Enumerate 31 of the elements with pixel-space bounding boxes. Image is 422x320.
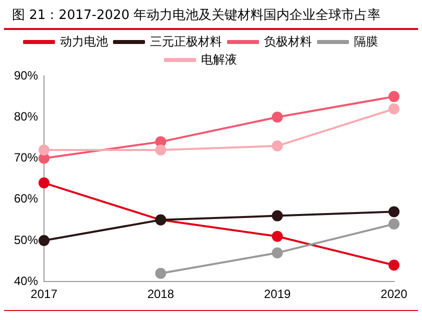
point [388, 103, 400, 114]
legend-label: 电解液 [201, 52, 237, 66]
point [272, 247, 283, 258]
point [272, 230, 283, 242]
legend-label: 三元正极材料 [150, 34, 222, 48]
chart-title: 图 21：2017-2020 年动力电池及关键材料国内企业全球市占率 [4, 0, 418, 30]
legend-label: 负极材料 [264, 34, 312, 48]
y-tick-label: 70% [14, 150, 38, 165]
point [155, 144, 166, 156]
x-tick-label: 2019 [264, 287, 292, 302]
y-tick-label: 50% [14, 232, 38, 247]
point [388, 260, 400, 271]
point [272, 112, 283, 123]
point [388, 91, 400, 102]
y-tick-label: 60% [14, 192, 38, 206]
y-tick-label: 40% [14, 274, 38, 288]
point [155, 268, 166, 279]
point [38, 234, 50, 246]
y-tick-label: 90% [14, 68, 38, 82]
y-tick-label: 80% [14, 109, 38, 124]
x-tick-label: 2020 [380, 287, 408, 302]
point [388, 218, 400, 230]
point [388, 206, 400, 218]
point [38, 177, 50, 188]
point [272, 140, 283, 152]
legend-label: 动力电池 [60, 34, 108, 48]
legend-label: 隔膜 [354, 34, 378, 48]
point [38, 144, 50, 156]
x-tick-label: 2017 [30, 287, 58, 302]
x-tick-label: 2018 [147, 287, 174, 302]
point [272, 210, 283, 222]
